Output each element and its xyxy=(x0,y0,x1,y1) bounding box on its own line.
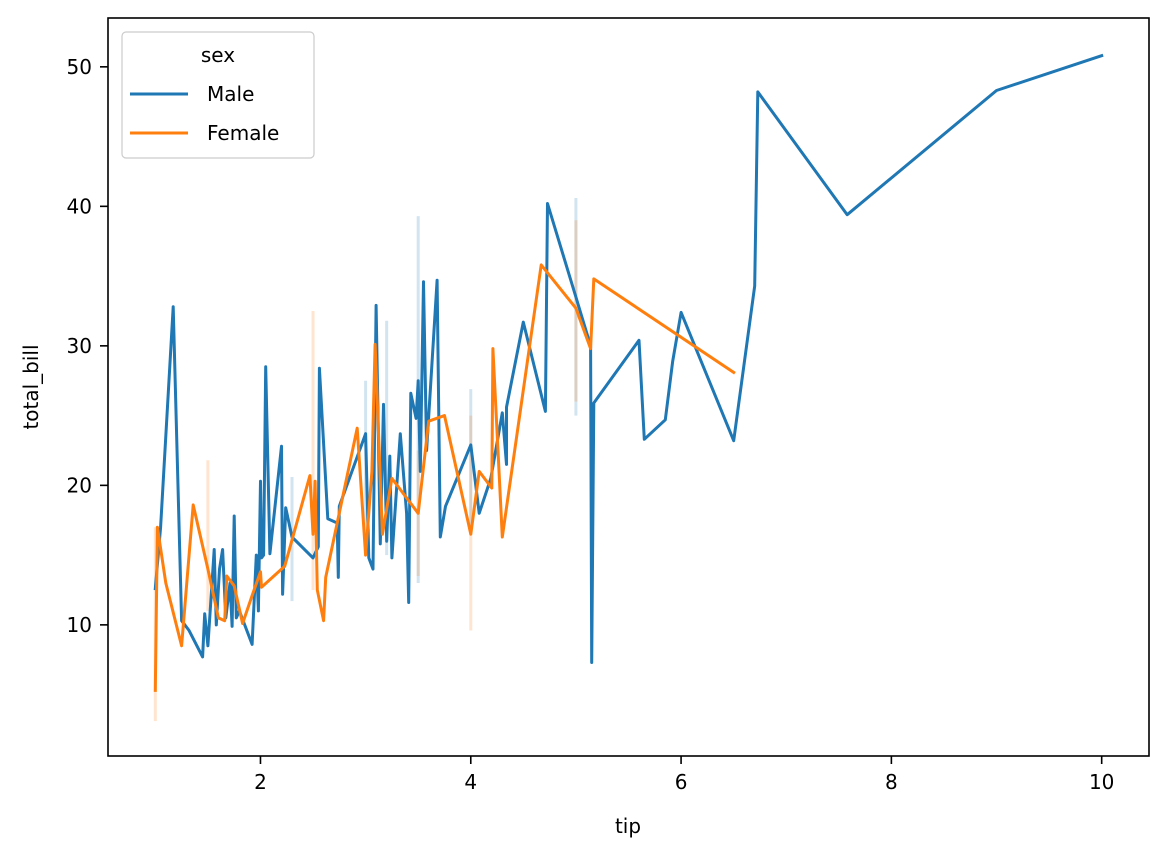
x-tick-label: 8 xyxy=(885,770,898,794)
plot-area-frame xyxy=(107,17,1150,757)
y-tick-label: 10 xyxy=(67,613,92,637)
x-axis-label: tip xyxy=(615,814,641,838)
series-line-female xyxy=(153,263,736,692)
y-tick-label: 40 xyxy=(67,194,92,218)
y-axis-ticks: 10 20 30 40 50 xyxy=(67,55,108,637)
x-tick-label: 4 xyxy=(464,770,477,794)
legend: sex Male Female xyxy=(121,31,315,159)
x-tick-label: 2 xyxy=(254,770,267,794)
y-axis-label: total_bill xyxy=(19,344,43,429)
x-axis-ticks: 2 4 6 8 10 xyxy=(254,756,1114,794)
legend-label-female: Female xyxy=(207,121,279,145)
x-tick-label: 6 xyxy=(675,770,688,794)
y-tick-label: 30 xyxy=(67,334,92,358)
legend-title: sex xyxy=(201,43,235,67)
legend-box xyxy=(121,31,315,159)
y-tick-label: 50 xyxy=(67,55,92,79)
legend-label-male: Male xyxy=(207,82,254,106)
y-tick-label: 20 xyxy=(67,473,92,497)
x-tick-label: 10 xyxy=(1089,770,1114,794)
series-lines xyxy=(153,53,1104,692)
